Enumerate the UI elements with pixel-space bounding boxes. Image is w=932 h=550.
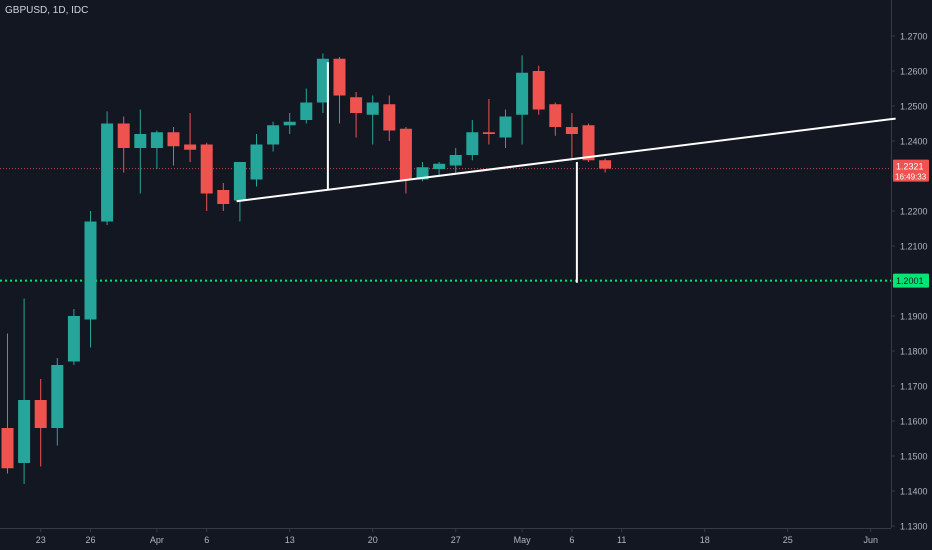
candle-body[interactable] <box>84 221 97 320</box>
time-tick-label: 18 <box>700 535 710 545</box>
candle-body[interactable] <box>416 167 429 180</box>
candle-body[interactable] <box>383 104 396 131</box>
candle-body[interactable] <box>18 400 31 463</box>
price-tick-label: 1.2100 <box>900 242 928 252</box>
candle-body[interactable] <box>300 102 313 121</box>
neckline-trendline[interactable] <box>236 117 896 203</box>
time-tick-label: 6 <box>204 535 209 545</box>
target-level-label: 1.2001 <box>896 276 924 286</box>
candle-body[interactable] <box>134 134 147 148</box>
last-price-label: 1.2321 <box>896 162 924 172</box>
time-tick-label: 23 <box>36 535 46 545</box>
candle-body[interactable] <box>399 128 412 180</box>
price-tick-label: 1.1300 <box>900 522 928 532</box>
price-tick-label: 1.2400 <box>900 137 928 147</box>
last-price-badge <box>893 159 929 182</box>
price-tick-label: 1.2700 <box>900 32 928 42</box>
candle-body[interactable] <box>516 72 529 115</box>
countdown-label: 16:49:33 <box>895 173 927 182</box>
candle-body[interactable] <box>482 132 495 134</box>
price-tick-label: 1.1800 <box>900 347 928 357</box>
price-tick-label: 1.1600 <box>900 417 928 427</box>
candle-body[interactable] <box>217 190 230 204</box>
time-tick-label: 26 <box>85 535 95 545</box>
time-tick-label: May <box>514 535 532 545</box>
candle-body[interactable] <box>233 162 246 201</box>
time-tick-label: Apr <box>150 535 164 545</box>
candle-body[interactable] <box>34 400 47 428</box>
time-tick-label: 11 <box>617 535 626 545</box>
price-tick-label: 1.1900 <box>900 312 928 322</box>
time-tick-label: 27 <box>451 535 461 545</box>
candle-body[interactable] <box>532 71 545 110</box>
candle-body[interactable] <box>200 144 213 194</box>
time-tick-label: Jun <box>863 535 878 545</box>
target-level-badge <box>893 273 929 288</box>
candle-body[interactable] <box>267 125 280 145</box>
time-tick-label: 6 <box>569 535 574 545</box>
price-tick-label: 1.1700 <box>900 382 928 392</box>
time-tick-label: 13 <box>285 535 295 545</box>
candle-body[interactable] <box>67 316 80 362</box>
candle-body[interactable] <box>366 102 379 115</box>
time-tick-label: 20 <box>368 535 378 545</box>
candle-body[interactable] <box>250 144 263 180</box>
time-tick-label: 25 <box>783 535 793 545</box>
candle-body[interactable] <box>316 58 329 103</box>
candle-body[interactable] <box>167 132 180 147</box>
candle-body[interactable] <box>101 123 114 222</box>
price-tick-label: 1.2500 <box>900 102 928 112</box>
candle-body[interactable] <box>333 58 346 96</box>
price-tick-label: 1.2200 <box>900 207 928 217</box>
symbol-label: GBPUSD, 1D, IDC <box>5 5 89 16</box>
candle-body[interactable] <box>449 155 462 166</box>
candle-body[interactable] <box>184 144 197 150</box>
candle-body[interactable] <box>599 160 612 169</box>
candle-body[interactable] <box>51 365 64 428</box>
candle-body[interactable] <box>582 125 595 161</box>
candle-body[interactable] <box>117 123 130 149</box>
candle-body[interactable] <box>350 97 363 113</box>
candle-body[interactable] <box>283 121 296 126</box>
candle-body[interactable] <box>433 163 446 169</box>
candle-body[interactable] <box>1 428 14 469</box>
candle-body[interactable] <box>499 116 512 138</box>
price-tick-label: 1.1400 <box>900 487 928 497</box>
price-tick-label: 1.2600 <box>900 67 928 77</box>
candle-body[interactable] <box>549 104 562 127</box>
price-tick-label: 1.1500 <box>900 452 928 462</box>
candle-body[interactable] <box>150 132 163 148</box>
candle-body[interactable] <box>466 132 479 155</box>
candle-body[interactable] <box>565 127 578 134</box>
